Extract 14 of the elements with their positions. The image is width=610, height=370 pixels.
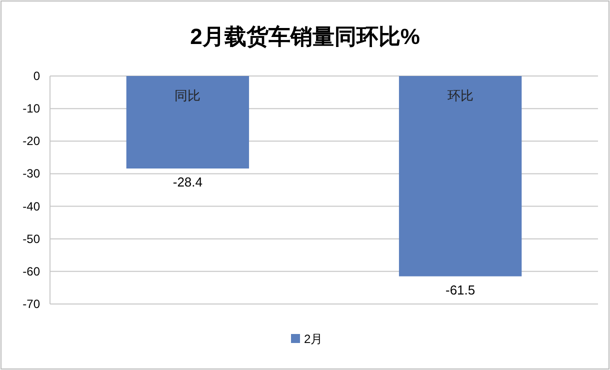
y-tick-label: -30 <box>22 166 40 181</box>
x-tick-label: 同比 <box>174 88 201 103</box>
y-tick-label: -10 <box>22 102 40 116</box>
y-tick-label: -40 <box>22 199 40 214</box>
data-label: -28.4 <box>172 174 202 190</box>
y-tick-label: -50 <box>22 232 40 246</box>
chart-title: 2月载货车销量同环比% <box>190 24 420 49</box>
y-tick-label: 0 <box>33 69 40 83</box>
y-tick-label: -70 <box>22 297 40 311</box>
y-tick-label: -20 <box>22 134 40 148</box>
y-tick-label: -60 <box>22 264 40 278</box>
data-label: -61.5 <box>446 282 476 298</box>
legend-label: 2月 <box>304 332 323 346</box>
x-tick-label: 环比 <box>447 88 474 103</box>
